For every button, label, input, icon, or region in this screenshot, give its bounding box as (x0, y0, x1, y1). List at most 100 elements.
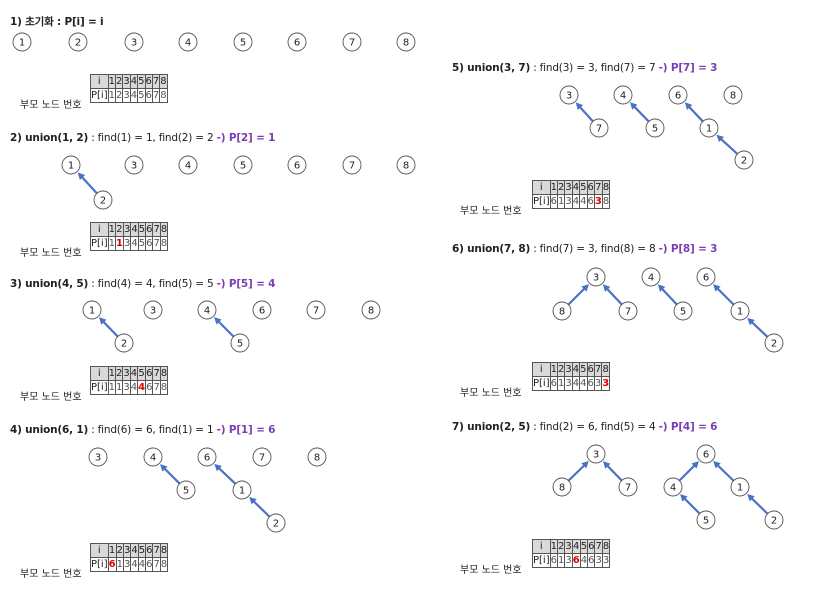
node-circle (82, 300, 102, 320)
node-circle (176, 480, 196, 500)
edge-5-to-4 (162, 466, 181, 485)
node-circle (668, 85, 688, 105)
parent-cell: 5 (137, 88, 146, 103)
parent-cell-changed: 6 (107, 557, 117, 572)
node-label: 1 (19, 38, 25, 49)
node-circle (307, 447, 327, 467)
index-cell: 4 (571, 362, 581, 377)
parent-cell: 4 (579, 553, 589, 568)
index-cell: 5 (137, 222, 147, 237)
node-label: 3 (593, 450, 599, 461)
node-label: 1 (239, 486, 245, 497)
node-label: 2 (771, 516, 777, 527)
arrow-head-icon (657, 284, 666, 292)
node-2: 2 (734, 150, 754, 170)
edge-2-to-1 (79, 174, 98, 195)
node-label: 6 (703, 273, 709, 284)
parent-cell: 3 (564, 194, 573, 209)
parent-cell: 3 (601, 553, 611, 568)
parent-cell: 8 (159, 557, 169, 572)
node-label: 4 (185, 38, 191, 49)
edge-5-to-4 (682, 496, 701, 515)
node-label: 1 (706, 124, 712, 135)
edge-1-to-6 (715, 462, 735, 482)
edge-2-to-1 (100, 319, 119, 338)
node-4: 4 (178, 155, 198, 175)
node-label: 8 (730, 91, 736, 102)
node-circle (673, 301, 693, 321)
node-label: 2 (75, 38, 81, 49)
parent-cell-changed: 6 (571, 553, 581, 568)
parent-cell: 1 (115, 557, 124, 572)
parent-cell: 4 (130, 557, 139, 572)
index-cell: 8 (159, 366, 169, 381)
index-cell: 8 (601, 180, 611, 195)
step-operation: 6) union(7, 8) (452, 243, 531, 255)
node-7: 7 (342, 32, 362, 52)
node-circle (586, 444, 606, 464)
node-circle (287, 155, 307, 175)
parent-cell: 1 (556, 376, 566, 391)
node-circle (342, 155, 362, 175)
parent-row-label: 부모 노드 번호 (20, 392, 82, 403)
index-cell: 8 (159, 74, 168, 89)
index-cell: 2 (556, 539, 566, 554)
parent-cell: 3 (122, 88, 131, 103)
node-6: 6 (252, 300, 272, 320)
step-title: 4) union(6, 1) : find(6) = 6, find(1) = … (10, 424, 275, 436)
index-header: i (532, 539, 551, 554)
node-6: 6 (668, 85, 688, 105)
node-label: 2 (741, 156, 747, 167)
node-2: 2 (266, 513, 286, 533)
node-circle (143, 300, 163, 320)
index-cell: 4 (130, 543, 139, 558)
arrow-head-icon (581, 460, 589, 469)
index-cell: 8 (159, 222, 169, 237)
node-circle (663, 477, 683, 497)
node-circle (233, 32, 253, 52)
node-label: 7 (349, 161, 355, 172)
step-detail: : find(1) = 1, find(2) = 2 (88, 132, 217, 144)
index-cell: 8 (601, 362, 611, 377)
step-result: -) P[1] = 6 (216, 424, 276, 436)
arrow-head-icon (581, 284, 589, 292)
edge-8-to-3 (567, 286, 587, 306)
node-8: 8 (396, 155, 416, 175)
node-circle (124, 155, 144, 175)
edge-4-to-6 (678, 463, 697, 482)
parent-cell: 5 (137, 236, 147, 251)
index-cell: 8 (601, 539, 611, 554)
arrow-head-icon (77, 172, 86, 180)
index-cell: 2 (115, 222, 124, 237)
node-5: 5 (673, 301, 693, 321)
parent-table: i 1 2 3 4 5 6 7 8 P[i] 1 2 3 4 5 6 7 8 (90, 74, 168, 103)
parent-cell: 6 (145, 236, 154, 251)
index-cell: 2 (556, 180, 566, 195)
node-label: 3 (95, 453, 101, 464)
parent-cell: 8 (159, 88, 168, 103)
node-circle (252, 300, 272, 320)
parent-row: P[i] 1 1 3 4 4 6 7 8 (90, 380, 169, 395)
parent-cell: 6 (549, 194, 559, 209)
index-header: i (90, 222, 109, 237)
node-circle (232, 480, 252, 500)
node-label: 7 (596, 124, 602, 135)
node-circle (764, 510, 784, 530)
arrow-head-icon (680, 494, 688, 502)
parent-row: P[i] 6 1 3 6 4 6 3 3 (532, 553, 611, 568)
node-circle (178, 155, 198, 175)
node-8: 8 (307, 447, 327, 467)
parent-cell: 8 (601, 194, 611, 209)
parent-cell: 1 (114, 380, 124, 395)
node-6: 6 (287, 32, 307, 52)
parent-cell: 1 (556, 194, 566, 209)
parent-row-label: 부모 노드 번호 (20, 100, 82, 111)
parent-row: P[i] 1 2 3 4 5 6 7 8 (90, 88, 168, 103)
parent-cell: 3 (593, 376, 603, 391)
node-circle (93, 190, 113, 210)
parent-cell: 8 (159, 236, 169, 251)
edge-7-to-3 (577, 104, 594, 123)
